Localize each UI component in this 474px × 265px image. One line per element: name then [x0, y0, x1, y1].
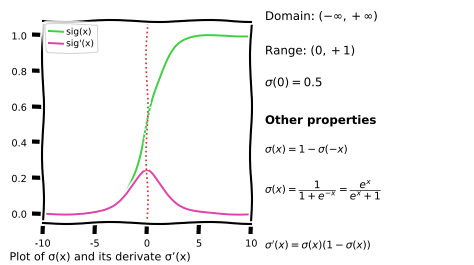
- Text: $\sigma(x) = \dfrac{1}{1+e^{-x}} = \dfrac{e^x}{e^x+1}$: $\sigma(x) = \dfrac{1}{1+e^{-x}} = \dfra…: [265, 178, 382, 202]
- Text: $\sigma'(x) = \sigma(x)(1 - \sigma(x))$: $\sigma'(x) = \sigma(x)(1 - \sigma(x))$: [265, 238, 372, 252]
- Text: Plot of σ(x) and its derivate σ’(x): Plot of σ(x) and its derivate σ’(x): [9, 252, 191, 262]
- Text: Other properties: Other properties: [265, 114, 376, 127]
- Text: $\sigma(0) = 0.5$: $\sigma(0) = 0.5$: [265, 74, 323, 89]
- Legend: sig(x), sig'(x): sig(x), sig'(x): [46, 24, 98, 52]
- Text: $\sigma(x) = 1 - \sigma(-x)$: $\sigma(x) = 1 - \sigma(-x)$: [265, 143, 348, 156]
- X-axis label: x: x: [144, 250, 150, 260]
- Text: Domain: $(-\infty, +\infty)$: Domain: $(-\infty, +\infty)$: [265, 8, 378, 23]
- Text: Range: $(0, +1)$: Range: $(0, +1)$: [265, 42, 356, 59]
